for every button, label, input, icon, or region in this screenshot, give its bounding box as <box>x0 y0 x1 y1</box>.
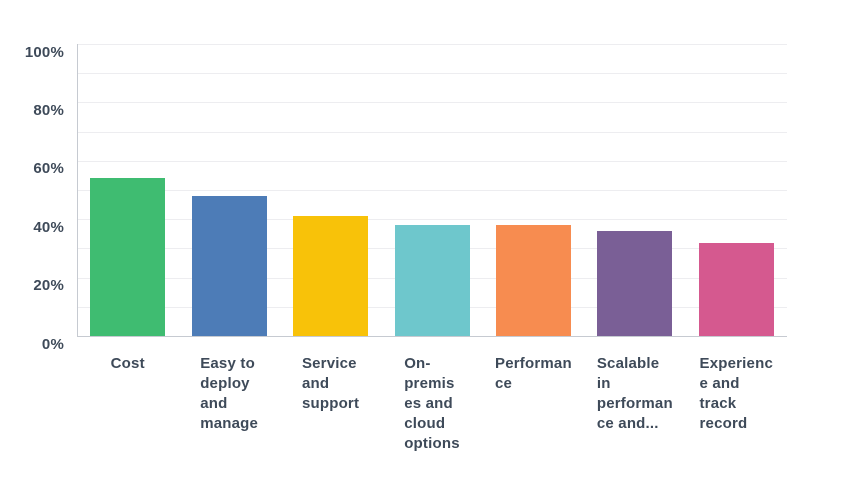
x-category-slot-2: Service and support <box>280 354 381 454</box>
gridline-80 <box>77 102 787 104</box>
x-category-label-6: Experienc e and track record <box>699 355 773 432</box>
bar-performance[interactable] <box>495 225 571 336</box>
plot-area <box>77 44 787 337</box>
x-category-label-0: Cost <box>110 355 145 372</box>
gridline-100 <box>77 44 787 45</box>
y-tick-label-60: 60% <box>33 160 64 178</box>
bar-on-premises-and-cloud-options[interactable] <box>394 225 470 336</box>
bar-cost[interactable] <box>90 178 166 336</box>
x-category-label-2: Service and support <box>301 355 360 412</box>
bar-scalable-in-performance-and[interactable] <box>597 230 673 336</box>
x-category-label-3: On- premis es and cloud options <box>404 355 460 452</box>
gridline-70 <box>77 131 787 133</box>
x-category-label-1: Easy to deploy and manage <box>200 355 259 432</box>
bar-easy-to-deploy-and-manage[interactable] <box>191 195 267 336</box>
x-category-slot-1: Easy to deploy and manage <box>178 354 279 454</box>
bar-experience-and-track-record[interactable] <box>698 242 774 336</box>
x-category-slot-6: Experienc e and track record <box>686 354 787 454</box>
y-tick-label-0: 0% <box>41 335 64 353</box>
y-tick-label-40: 40% <box>33 218 64 236</box>
x-category-slot-0: Cost <box>77 354 178 454</box>
x-category-label-5: Scalable in performan ce and... <box>596 355 673 432</box>
bar-service-and-support[interactable] <box>293 216 369 336</box>
y-tick-label-80: 80% <box>33 101 64 119</box>
x-axis-baseline <box>77 336 787 337</box>
gridline-90 <box>77 73 787 75</box>
y-axis-line <box>77 44 78 336</box>
gridline-50 <box>77 190 787 191</box>
y-tick-label-100: 100% <box>24 43 64 61</box>
x-category-label-4: Performan ce <box>494 355 572 392</box>
gridline-40 <box>77 219 787 221</box>
gridline-60 <box>77 160 787 162</box>
y-tick-label-20: 20% <box>33 277 64 295</box>
y-axis-tick-labels: 0% 20% 40% 60% 80% 100% <box>0 0 64 480</box>
x-category-slot-5: Scalable in performan ce and... <box>584 354 685 454</box>
x-category-slot-3: On- premis es and cloud options <box>381 354 482 454</box>
x-category-slot-4: Performan ce <box>483 354 584 454</box>
x-axis-category-labels: Cost Easy to deploy and manage Service and… <box>77 354 787 454</box>
